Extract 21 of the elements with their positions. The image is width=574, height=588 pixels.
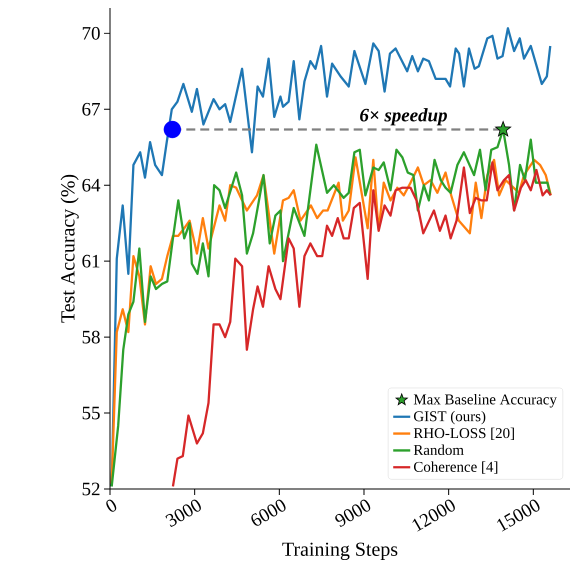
y-tick-label: 70 [82, 26, 100, 40]
x-tick-label: 6000 [251, 500, 286, 526]
legend-label: Max Baseline Accuracy [414, 394, 557, 408]
legend-label: Random [414, 444, 464, 455]
y-tick-label: 67 [82, 102, 100, 116]
y-tick-label: 61 [82, 254, 100, 268]
y-tick-label: 55 [82, 406, 100, 420]
x-tick-label: 3000 [165, 500, 201, 527]
y-axis-title: Test Accuracy (%) [60, 174, 79, 323]
x-tick-label: 0 [106, 500, 116, 512]
legend-label: GIST (ours) [414, 410, 486, 424]
legend-label: Coherence [4] [414, 461, 498, 474]
y-tick-label: 58 [82, 330, 100, 344]
y-tick-label: 52 [82, 482, 100, 496]
x-tick-label: 9000 [335, 500, 370, 527]
legend-label: RHO-LOSS [20] [414, 428, 514, 440]
x-tick-label: 12000 [412, 500, 455, 532]
y-tick-label: 64 [82, 178, 100, 192]
x-tick-label: 15000 [497, 500, 540, 532]
x-axis-title: Training Steps [282, 542, 398, 560]
annotation: 6× speedup [360, 108, 447, 126]
